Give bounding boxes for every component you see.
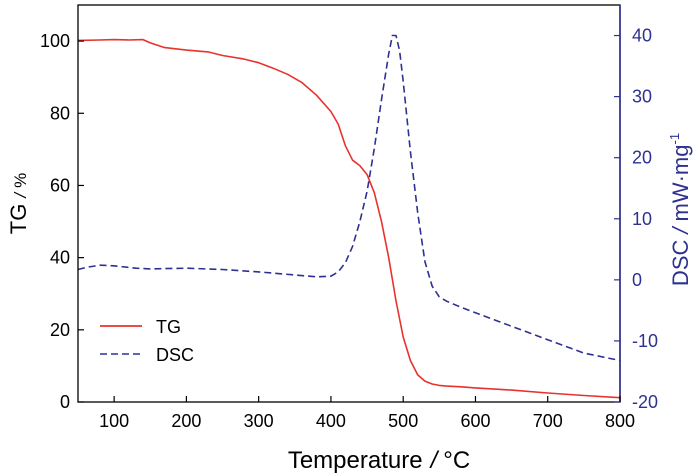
y-left-tick-label: 0 (60, 392, 70, 412)
x-tick-label: 400 (316, 411, 346, 431)
y-left-tick-label: 60 (50, 175, 70, 195)
x-axis-title: Temperature / °C (288, 447, 470, 474)
legend-tg-label: TG (156, 317, 181, 337)
y-left-tick-label: 40 (50, 248, 70, 268)
dsc-series-line (77, 34, 621, 362)
x-tick-label: 300 (244, 411, 274, 431)
y-left-tick-label: 100 (40, 31, 70, 51)
y-right-tick-label: 10 (632, 209, 652, 229)
x-tick-label: 800 (605, 411, 635, 431)
y-right-tick-label: 20 (632, 148, 652, 168)
y-right-tick-label: -10 (632, 331, 658, 351)
x-tick-label: 700 (533, 411, 563, 431)
y-right-tick-label: -20 (632, 392, 658, 412)
y-left-tick-label: 20 (50, 320, 70, 340)
x-axis: 100 200 300 400 500 600 700 800 (99, 396, 635, 431)
x-tick-label: 200 (171, 411, 201, 431)
y-axis-right: -20 -10 0 10 20 30 40 (614, 26, 658, 412)
y-axis-right-title: DSC/mW·mg-1 (667, 133, 693, 286)
x-tick-label: 600 (460, 411, 490, 431)
y-right-tick-label: 30 (632, 87, 652, 107)
plot-frame (77, 4, 621, 403)
y-axis-left-title: TG/% (6, 173, 31, 234)
legend: TG DSC (100, 317, 194, 365)
y-right-tick-label: 0 (632, 270, 642, 290)
y-left-tick-label: 80 (50, 103, 70, 123)
x-tick-label: 100 (99, 411, 129, 431)
series-layer (77, 34, 621, 399)
x-tick-label: 500 (388, 411, 418, 431)
y-right-tick-label: 40 (632, 26, 652, 46)
y-axis-left: 0 20 40 60 80 100 (40, 31, 84, 412)
legend-dsc-label: DSC (156, 345, 194, 365)
tg-series-line (77, 38, 621, 399)
